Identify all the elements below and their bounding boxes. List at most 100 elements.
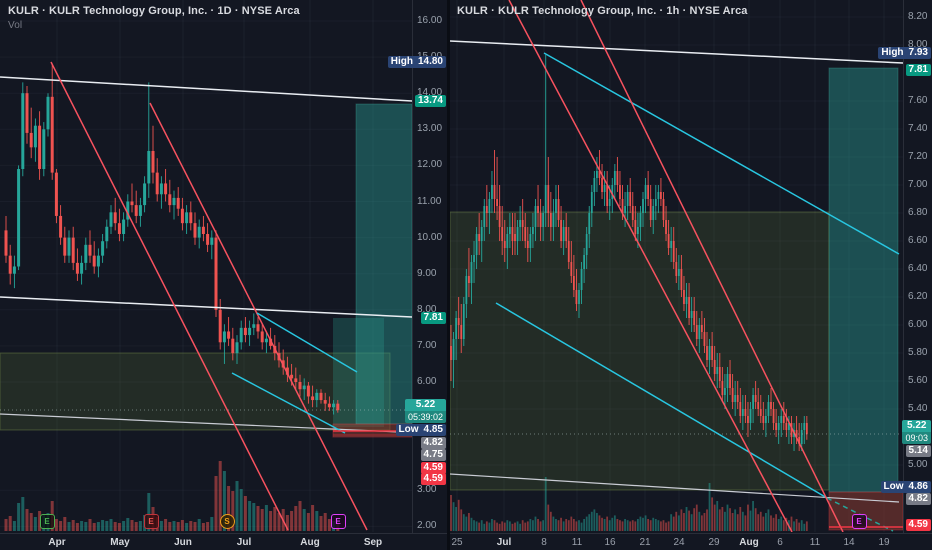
candle-body xyxy=(302,385,306,390)
panel-divider[interactable] xyxy=(447,0,450,550)
volume-bar xyxy=(562,521,565,531)
candle-body xyxy=(601,178,603,192)
candle-body xyxy=(12,266,16,274)
trendline-red[interactable] xyxy=(508,0,793,532)
price-label: 5.22 09:03 xyxy=(902,420,931,444)
volume-bar xyxy=(298,501,302,531)
candle-body xyxy=(59,215,63,238)
volume-bar xyxy=(130,520,134,531)
volume-bar xyxy=(470,517,473,531)
volume-bar xyxy=(450,495,452,531)
volume-bar xyxy=(603,519,606,531)
candle-body xyxy=(496,199,498,206)
chart-surface-daily[interactable] xyxy=(0,0,412,532)
candle-body xyxy=(590,192,593,213)
trendline-cyan[interactable] xyxy=(495,302,828,499)
candle-body xyxy=(703,332,706,346)
candle-body xyxy=(485,206,488,213)
candle-body xyxy=(537,206,539,213)
trendline-white[interactable] xyxy=(0,76,412,102)
candle-body xyxy=(805,423,808,435)
earnings-badge-icon[interactable]: E xyxy=(143,514,159,529)
candle-body xyxy=(706,346,708,360)
drawing-zone-olive[interactable] xyxy=(450,211,830,491)
volume-indicator-label[interactable]: Vol xyxy=(8,20,23,31)
volume-bar xyxy=(626,520,629,531)
candle-body xyxy=(21,93,25,170)
candle-body xyxy=(565,227,568,241)
earnings-badge-icon[interactable]: E xyxy=(330,514,346,529)
drawing-zone-teal_bright[interactable] xyxy=(828,67,899,493)
volume-bar xyxy=(71,520,75,531)
time-axis[interactable]: Apr May Jun Jul Aug Sep 25 Jul 8 11 16 21 24 29 Aug 6 11… xyxy=(0,533,932,550)
chart-legend-daily[interactable]: KULR · KULR Technology Group, Inc. · 1D … xyxy=(8,5,300,31)
candle-body xyxy=(491,185,493,199)
price-scale-daily[interactable]: 16.0015.0014.0013.0012.0011.0010.009.008… xyxy=(387,0,447,533)
candle-body xyxy=(711,346,714,360)
volume-bar xyxy=(33,517,37,531)
volume-bar xyxy=(101,520,105,531)
symbol-title-hourly[interactable]: KULR · KULR Technology Group, Inc. · 1h … xyxy=(457,5,748,17)
candle-body xyxy=(639,213,642,227)
candle-body xyxy=(524,227,527,241)
symbol-title-daily[interactable]: KULR · KULR Technology Group, Inc. · 1D … xyxy=(8,5,300,17)
earnings-badge-icon[interactable]: E xyxy=(851,514,867,529)
volume-bar xyxy=(526,521,529,531)
time-tick: 6 xyxy=(777,537,783,548)
volume-bar xyxy=(172,521,176,531)
volume-bar xyxy=(294,506,298,531)
candle-body xyxy=(155,172,159,195)
trendline-cyan[interactable] xyxy=(543,52,900,255)
volume-bar xyxy=(138,521,142,531)
trendline-white[interactable] xyxy=(450,40,903,64)
volume-bar xyxy=(683,513,685,531)
candle-body xyxy=(662,199,665,220)
volume-bar xyxy=(601,517,603,531)
volume-bar xyxy=(688,510,690,531)
volume-bar xyxy=(193,522,197,531)
volume-bar xyxy=(698,511,701,531)
trendline-red[interactable] xyxy=(149,102,368,531)
trendline-white_thin[interactable] xyxy=(0,413,400,433)
trendline-red[interactable] xyxy=(50,61,289,531)
chart-surface-hourly[interactable] xyxy=(450,0,903,532)
volume-bar xyxy=(260,509,264,531)
time-tick: 29 xyxy=(708,537,720,548)
trendline-red[interactable] xyxy=(580,0,844,532)
candle-body xyxy=(532,227,534,234)
volume-bar xyxy=(547,504,550,531)
price-tick: 9.00 xyxy=(417,267,437,279)
split-badge-icon[interactable]: S xyxy=(219,514,235,529)
volume-bar xyxy=(496,522,498,531)
candle-body xyxy=(578,290,580,304)
candle-body xyxy=(33,125,37,148)
volume-bar xyxy=(534,516,537,531)
volume-bar xyxy=(243,496,247,531)
drawing-zone-teal[interactable] xyxy=(333,318,384,427)
candle-body xyxy=(130,201,134,206)
volume-bar xyxy=(468,513,470,531)
price-tick: 14.00 xyxy=(417,87,443,99)
trendline-white[interactable] xyxy=(0,296,412,318)
candle-body xyxy=(721,381,724,395)
volume-bar xyxy=(508,521,511,531)
volume-bar xyxy=(608,520,611,531)
low-price-label: Low 4.86 xyxy=(880,481,931,493)
drawing-zone-olive[interactable] xyxy=(0,352,391,431)
earnings-badge-icon[interactable]: E xyxy=(39,514,55,529)
candle-body xyxy=(84,244,88,263)
trendline-cyan[interactable] xyxy=(256,312,358,373)
candle-body xyxy=(688,297,690,318)
trendline-cyan[interactable] xyxy=(231,372,346,434)
price-label: 4.75 xyxy=(420,449,446,461)
candle-body xyxy=(611,185,614,199)
drawing-zone-teal_bright[interactable] xyxy=(355,103,412,425)
candle-body xyxy=(67,237,71,256)
candle-body xyxy=(521,220,524,227)
candle-body xyxy=(455,318,458,339)
candle-body xyxy=(206,233,210,245)
price-scale-hourly[interactable]: 8.20 8.00 7.60 7.40 7.20 7.00 6.80 6.60 6.40 6.20… xyxy=(878,0,932,533)
chart-legend-hourly[interactable]: KULR · KULR Technology Group, Inc. · 1h … xyxy=(457,5,748,17)
trendline-white_thin[interactable] xyxy=(450,473,900,503)
